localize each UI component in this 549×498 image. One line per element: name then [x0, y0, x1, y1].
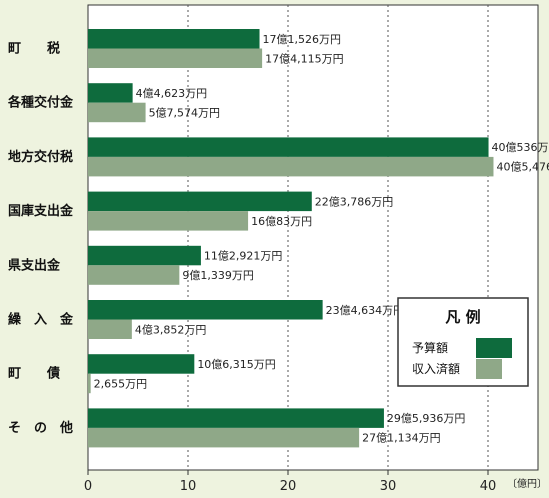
- bars: 17億1,526万円 17億4,115万円 4億4,623万円 5億7,574万円 40…: [88, 29, 549, 448]
- plot-area: [87, 4, 539, 471]
- data-label-revenue: 9億1,339万円: [182, 269, 254, 282]
- legend-label-revenue: 収入済額: [412, 361, 460, 376]
- data-label-revenue: 5億7,574万円: [149, 106, 221, 119]
- data-label-revenue: 40億5,476万円: [496, 161, 549, 174]
- bar-revenue: [88, 373, 91, 394]
- data-label-revenue: 17億4,115万円: [265, 52, 344, 65]
- bar-revenue: [88, 102, 146, 123]
- tick-label-30: 30: [380, 479, 397, 494]
- data-label-revenue: 16億83万円: [251, 215, 312, 228]
- data-label-budget: 17億1,526万円: [263, 33, 342, 46]
- bar-revenue: [88, 265, 180, 285]
- category-label: そ の 他: [8, 420, 73, 436]
- data-label-revenue: 27億1,134万円: [362, 432, 441, 445]
- bar-budget: [88, 354, 195, 374]
- data-label-budget: 11億2,921万円: [204, 250, 283, 263]
- bar-revenue: [88, 211, 249, 231]
- data-label-budget: 22億3,786万円: [315, 195, 394, 208]
- bar-budget: [88, 137, 489, 157]
- tick-label-20: 20: [280, 479, 297, 494]
- bar-budget: [88, 245, 201, 266]
- category-label: 地方交付税: [8, 149, 73, 165]
- category-label: 繰 入 金: [8, 312, 74, 328]
- category-label: 国庫支出金: [8, 203, 74, 219]
- x-axis-unit: 〔億円〕: [507, 477, 547, 490]
- legend-swatch-budget: [476, 338, 512, 358]
- bar-budget: [88, 83, 133, 103]
- category-label: 各種交付金: [7, 95, 74, 111]
- tick-label-40: 40: [480, 479, 497, 494]
- data-label-budget: 29億5,936万円: [387, 412, 466, 425]
- data-label-budget: 10億6,315万円: [197, 358, 276, 371]
- bar-budget: [88, 300, 323, 320]
- x-axis-ticks: 0 10 20 30 40: [84, 470, 496, 494]
- category-label: 町 税: [8, 41, 60, 57]
- bar-budget: [88, 191, 312, 212]
- data-label-budget: 40億536万円: [492, 141, 549, 154]
- data-label-budget: 4億4,623万円: [136, 87, 208, 100]
- data-label-revenue: 2,655万円: [94, 377, 148, 390]
- category-label: 町 債: [8, 366, 60, 382]
- legend-title: 凡 例: [445, 308, 480, 326]
- tick-label-0: 0: [84, 479, 92, 494]
- tick-label-10: 10: [180, 479, 197, 494]
- data-label-budget: 23億4,634万円: [326, 304, 405, 317]
- bar-budget: [88, 408, 384, 428]
- bar-revenue: [88, 48, 263, 68]
- bar-revenue: [88, 156, 494, 177]
- bar-revenue: [88, 427, 360, 448]
- legend-swatch-revenue: [476, 359, 502, 379]
- bar-revenue: [88, 319, 132, 339]
- bar-budget: [88, 29, 260, 49]
- data-label-revenue: 4億3,852万円: [135, 323, 207, 336]
- legend: 凡 例 予算額 収入済額: [397, 297, 529, 387]
- category-label: 県支出金: [8, 257, 61, 273]
- legend-label-budget: 予算額: [412, 340, 448, 355]
